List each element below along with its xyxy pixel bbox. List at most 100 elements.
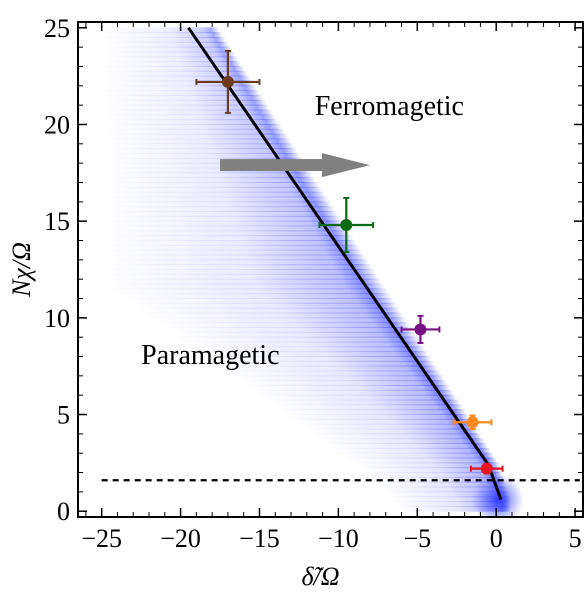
- gradient-band: [313, 433, 482, 440]
- gradient-band: [101, 172, 313, 179]
- gradient-band: [101, 119, 279, 125]
- plot-marks: Ferromagetic Paramagetic: [101, 26, 580, 501]
- gradient-band: [101, 206, 335, 212]
- gradient-band: [150, 317, 407, 324]
- data-point-4: [452, 414, 493, 431]
- gradient-band: [225, 370, 441, 377]
- arrow-head: [321, 153, 370, 178]
- gradient-band: [279, 409, 466, 416]
- data-point-2: [318, 196, 375, 254]
- axis-labels: δ̃/Ω Nχ/Ω: [7, 242, 340, 591]
- gradient-band: [101, 191, 326, 198]
- gradient-band: [184, 341, 422, 348]
- gradient-band: [293, 418, 472, 425]
- gradient-band: [101, 273, 379, 280]
- gradient-band: [171, 331, 416, 338]
- gradient-band: [101, 162, 307, 169]
- plot-border: [77, 21, 584, 518]
- gradient-band: [101, 196, 329, 203]
- gradient-band: [101, 61, 242, 67]
- y-tick-label: 20: [44, 110, 70, 139]
- plot-frame: [77, 21, 584, 518]
- y-tick-label: 5: [57, 401, 70, 430]
- gradient-band: [123, 298, 394, 304]
- y-tick-label: 25: [44, 14, 70, 43]
- gradient-band: [144, 312, 404, 319]
- gradient-band: [232, 375, 444, 382]
- gradient-band: [259, 394, 457, 401]
- gradient-band: [164, 327, 413, 333]
- gradient-band: [101, 114, 276, 121]
- gradient-band: [101, 36, 226, 43]
- data-point-1: [195, 50, 261, 114]
- gradient-band: [101, 27, 220, 34]
- gradient-band: [101, 80, 254, 87]
- data-point-3: [400, 314, 441, 344]
- gradient-band: [398, 505, 511, 512]
- gradient-band: [327, 443, 488, 449]
- gradient-band: [101, 56, 238, 63]
- x-tick-label: −5: [403, 524, 431, 553]
- gradient-band: [101, 51, 235, 58]
- gradient-band: [286, 414, 469, 420]
- gradient-band: [101, 177, 316, 183]
- ferromagnetic-region-label: Ferromagetic: [315, 91, 464, 122]
- gradient-band: [101, 65, 245, 72]
- gradient-band: [101, 278, 382, 285]
- gradient-band: [198, 351, 429, 358]
- y-tick-label: 10: [44, 304, 70, 333]
- gradient-band: [246, 385, 451, 391]
- gradient-band: [191, 346, 426, 353]
- x-tick-label: 0: [490, 524, 503, 553]
- gradient-band: [101, 244, 360, 251]
- axis-ticks: −25 −20 −15 −10 −5 0 5 0 5 10 15 20 25: [44, 14, 583, 553]
- data-point-5: [469, 462, 504, 475]
- gradient-band: [101, 254, 366, 261]
- x-tick-label: −10: [318, 524, 359, 553]
- gradient-band: [101, 186, 323, 193]
- gradient-band: [101, 32, 223, 38]
- gradient-band: [101, 157, 304, 164]
- gradient-band: [385, 491, 510, 498]
- gradient-band: [239, 380, 447, 387]
- gradient-band: [394, 501, 511, 507]
- gradient-band: [391, 496, 511, 503]
- gradient-band: [101, 239, 357, 246]
- data-point-marker: [414, 323, 427, 336]
- gradient-band: [101, 109, 273, 116]
- gradient-band: [266, 399, 460, 406]
- plot-background: [101, 27, 524, 517]
- gradient-band: [341, 452, 494, 459]
- gradient-band: [101, 133, 288, 140]
- gradient-band: [307, 428, 479, 435]
- gradient-band: [218, 365, 438, 372]
- gradient-tip: [471, 473, 524, 517]
- x-tick-label: −15: [239, 524, 280, 553]
- gradient-band: [101, 85, 257, 92]
- data-point-marker: [466, 416, 479, 429]
- gradient-band: [101, 220, 345, 227]
- gradient-band: [101, 41, 229, 48]
- gradient-band: [205, 356, 432, 362]
- gradient-band: [101, 104, 270, 111]
- gradient-band: [101, 70, 248, 77]
- gradient-band: [359, 467, 502, 474]
- gradient-band: [101, 123, 282, 130]
- gradient-band: [101, 269, 376, 275]
- gradient-band: [101, 201, 332, 208]
- gradient-band: [354, 462, 500, 469]
- gradient-band: [117, 293, 391, 300]
- gradient-band: [101, 75, 251, 82]
- transition-arrow: [220, 153, 370, 178]
- gradient-band: [212, 360, 435, 367]
- gradient-band: [101, 143, 295, 150]
- gradient-band: [101, 94, 263, 101]
- gradient-band: [273, 404, 463, 411]
- gradient-band: [252, 389, 454, 396]
- gradient-band: [101, 249, 363, 256]
- data-point-marker: [480, 462, 493, 475]
- y-tick-label: 0: [57, 497, 70, 526]
- data-point-marker: [221, 75, 234, 88]
- gradient-band: [101, 215, 341, 222]
